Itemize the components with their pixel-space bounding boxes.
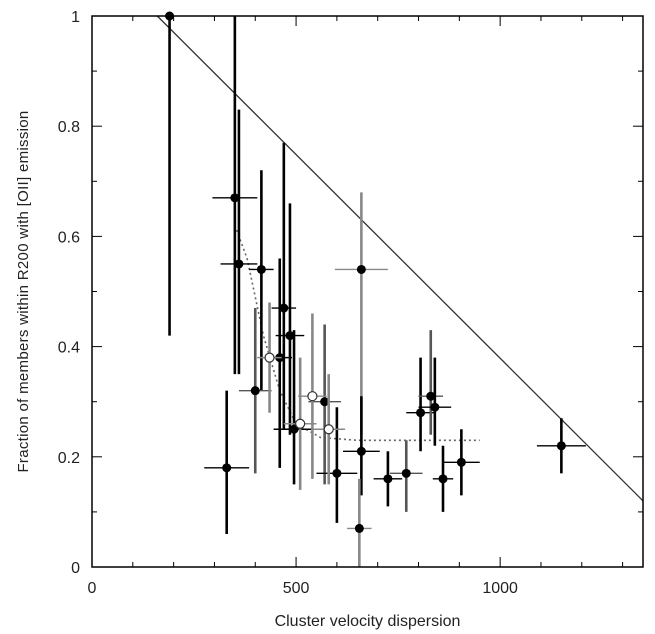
filled-marker: [230, 193, 240, 203]
filled-marker: [416, 408, 426, 418]
open-marker: [323, 424, 334, 435]
filled-marker: [222, 463, 232, 473]
data-point: [418, 330, 444, 435]
filled-marker: [234, 259, 244, 269]
filled-marker: [430, 402, 440, 412]
open-marker: [307, 391, 318, 402]
filled-marker: [556, 441, 566, 451]
dotted-trend-line: [234, 225, 480, 442]
data-point: [273, 330, 315, 485]
x-tick-label: 1000: [482, 580, 518, 597]
filled-marker: [250, 386, 260, 396]
filled-marker: [438, 474, 448, 484]
filled-marker: [256, 264, 266, 274]
data-point: [389, 440, 423, 512]
data-point: [308, 324, 341, 485]
x-tick-label: 500: [283, 580, 310, 597]
data-point: [257, 302, 282, 413]
data-point: [283, 357, 317, 490]
diagonal-reference-line: [156, 16, 643, 502]
y-tick-label: 0.2: [58, 450, 80, 467]
data-point: [298, 313, 327, 479]
data-point: [418, 357, 452, 446]
y-tick-label: 0.8: [58, 119, 80, 136]
data-point: [432, 445, 454, 512]
data-point: [334, 192, 388, 435]
filled-marker: [383, 474, 393, 484]
x-tick-label: 0: [88, 580, 97, 597]
y-tick-label: 0.6: [58, 229, 80, 246]
data-point: [267, 258, 292, 468]
data-point: [165, 11, 175, 336]
y-tick-label: 0: [71, 560, 80, 577]
filled-marker: [356, 446, 366, 456]
y-axis-title: Fraction of members within R200 with [OI…: [15, 110, 32, 472]
plot-area: [156, 11, 643, 567]
filled-marker: [354, 523, 364, 533]
filled-marker: [320, 397, 330, 407]
data-point: [443, 429, 480, 496]
filled-marker: [401, 468, 411, 478]
open-marker: [295, 418, 306, 429]
data-point: [212, 16, 258, 375]
data-point: [249, 170, 274, 391]
data-point: [536, 418, 586, 474]
data-point: [343, 396, 380, 496]
filled-marker: [332, 468, 342, 478]
data-point: [373, 451, 403, 507]
data-point: [316, 407, 358, 523]
filled-marker: [456, 457, 466, 467]
data-point: [271, 142, 297, 430]
data-point: [220, 109, 258, 375]
y-tick-label: 0.4: [58, 340, 80, 357]
filled-marker: [285, 331, 295, 341]
filled-marker: [426, 391, 436, 401]
plot-frame: [91, 15, 644, 568]
filled-marker: [356, 264, 366, 274]
data-point: [312, 374, 346, 485]
open-marker: [264, 352, 275, 363]
data-point: [406, 357, 435, 452]
data-point: [347, 478, 372, 567]
y-tick-label: 1: [71, 9, 80, 26]
data-point: [238, 308, 272, 474]
data-point: [204, 390, 250, 534]
x-axis-title: Cluster velocity dispersion: [275, 613, 461, 630]
axes: 0 500 1000 0 0.2 0.4 0.6 0.8 1: [58, 9, 644, 597]
filled-marker: [279, 303, 289, 313]
